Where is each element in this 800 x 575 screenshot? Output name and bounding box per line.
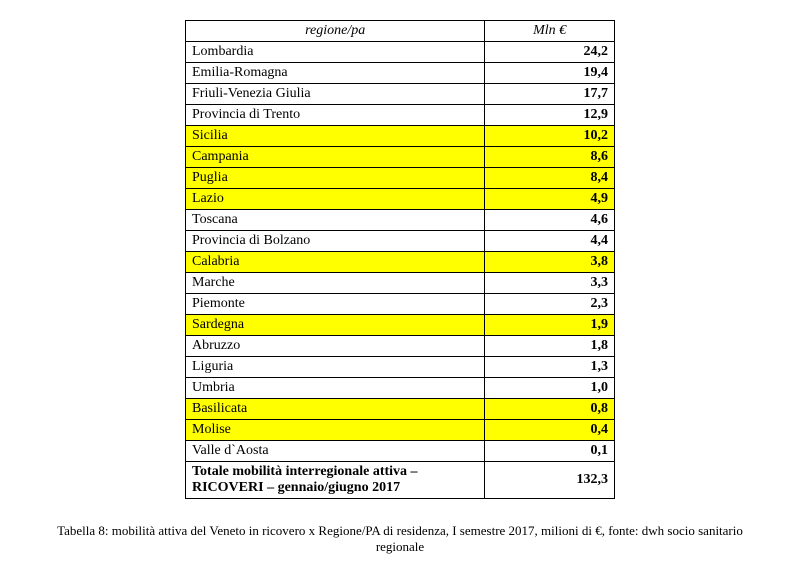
table-row: Emilia-Romagna19,4 [186, 63, 615, 84]
table-row: Sicilia10,2 [186, 126, 615, 147]
table-row: Liguria1,3 [186, 357, 615, 378]
region-cell: Sardegna [186, 315, 485, 336]
region-cell: Liguria [186, 357, 485, 378]
table-row: Toscana4,6 [186, 210, 615, 231]
value-cell: 8,4 [485, 168, 615, 189]
table-row: Calabria3,8 [186, 252, 615, 273]
table-row: Friuli-Venezia Giulia17,7 [186, 84, 615, 105]
header-region: regione/pa [186, 21, 485, 42]
region-cell: Friuli-Venezia Giulia [186, 84, 485, 105]
value-cell: 4,9 [485, 189, 615, 210]
region-cell: Puglia [186, 168, 485, 189]
region-cell: Abruzzo [186, 336, 485, 357]
mobility-table: regione/pa Mln € Lombardia24,2Emilia-Rom… [185, 20, 615, 499]
region-cell: Provincia di Trento [186, 105, 485, 126]
total-label: Totale mobilità interregionale attiva – … [186, 462, 485, 499]
region-cell: Valle d`Aosta [186, 441, 485, 462]
region-cell: Molise [186, 420, 485, 441]
table-row: Sardegna1,9 [186, 315, 615, 336]
value-cell: 1,9 [485, 315, 615, 336]
value-cell: 1,0 [485, 378, 615, 399]
value-cell: 3,8 [485, 252, 615, 273]
table-row: Provincia di Trento12,9 [186, 105, 615, 126]
region-cell: Umbria [186, 378, 485, 399]
region-cell: Basilicata [186, 399, 485, 420]
table-row: Basilicata0,8 [186, 399, 615, 420]
table-row: Marche3,3 [186, 273, 615, 294]
region-cell: Calabria [186, 252, 485, 273]
value-cell: 0,4 [485, 420, 615, 441]
table-row: Lazio4,9 [186, 189, 615, 210]
region-cell: Lombardia [186, 42, 485, 63]
value-cell: 4,4 [485, 231, 615, 252]
region-cell: Campania [186, 147, 485, 168]
value-cell: 0,8 [485, 399, 615, 420]
table-row: Campania8,6 [186, 147, 615, 168]
value-cell: 24,2 [485, 42, 615, 63]
table-total-row: Totale mobilità interregionale attiva – … [186, 462, 615, 499]
value-cell: 19,4 [485, 63, 615, 84]
region-cell: Toscana [186, 210, 485, 231]
table-row: Umbria1,0 [186, 378, 615, 399]
value-cell: 1,3 [485, 357, 615, 378]
region-cell: Sicilia [186, 126, 485, 147]
value-cell: 8,6 [485, 147, 615, 168]
value-cell: 4,6 [485, 210, 615, 231]
total-value: 132,3 [485, 462, 615, 499]
table-row: Piemonte2,3 [186, 294, 615, 315]
region-cell: Lazio [186, 189, 485, 210]
value-cell: 3,3 [485, 273, 615, 294]
table-header-row: regione/pa Mln € [186, 21, 615, 42]
table-row: Valle d`Aosta0,1 [186, 441, 615, 462]
region-cell: Provincia di Bolzano [186, 231, 485, 252]
table-row: Puglia8,4 [186, 168, 615, 189]
value-cell: 2,3 [485, 294, 615, 315]
header-value: Mln € [485, 21, 615, 42]
value-cell: 10,2 [485, 126, 615, 147]
value-cell: 12,9 [485, 105, 615, 126]
region-cell: Marche [186, 273, 485, 294]
value-cell: 1,8 [485, 336, 615, 357]
value-cell: 17,7 [485, 84, 615, 105]
table-row: Molise0,4 [186, 420, 615, 441]
table-row: Abruzzo1,8 [186, 336, 615, 357]
mobility-table-container: regione/pa Mln € Lombardia24,2Emilia-Rom… [185, 20, 615, 499]
value-cell: 0,1 [485, 441, 615, 462]
table-row: Lombardia24,2 [186, 42, 615, 63]
region-cell: Piemonte [186, 294, 485, 315]
table-row: Provincia di Bolzano4,4 [186, 231, 615, 252]
region-cell: Emilia-Romagna [186, 63, 485, 84]
table-caption: Tabella 8: mobilità attiva del Veneto in… [50, 523, 750, 555]
